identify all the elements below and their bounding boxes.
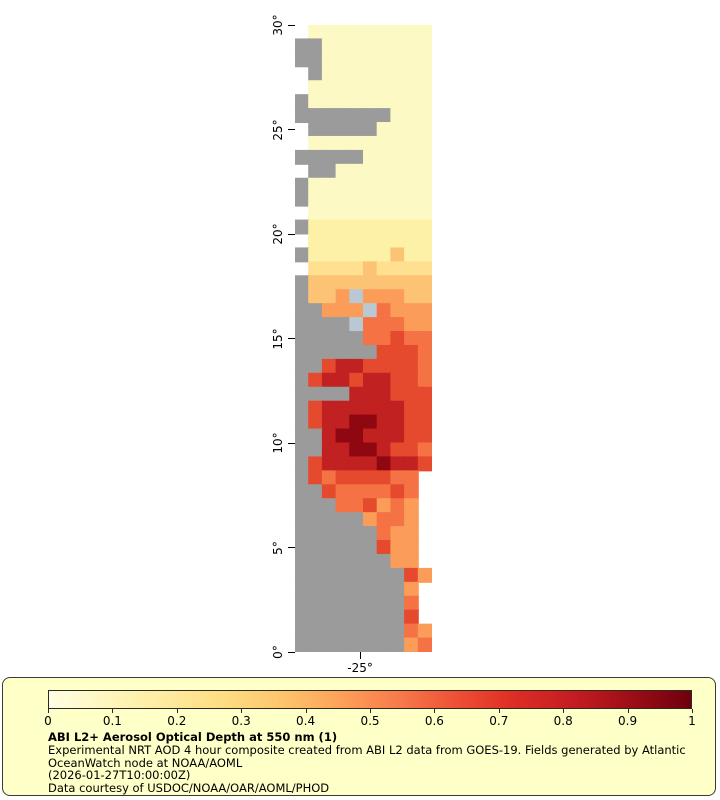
colorbar (48, 690, 692, 709)
caption-line-4: Data courtesy of USDOC/NOAA/OAR/AOML/PHO… (48, 780, 330, 795)
lat-tick-mark (288, 338, 295, 339)
caption: ABI L2+ Aerosol Optical Depth at 550 nm … (48, 731, 686, 794)
colorbar-tick-mark (627, 709, 629, 713)
colorbar-tick-label: 0 (44, 714, 52, 728)
lon-tick-mark (360, 652, 362, 659)
colorbar-tick-label: 0.7 (489, 714, 509, 728)
caption-line-1: Experimental NRT AOD 4 hour composite cr… (48, 743, 686, 757)
lat-tick-mark (288, 129, 295, 130)
colorbar-tick-label: 0.4 (296, 714, 316, 728)
lon-tick-label: -25° (347, 661, 373, 675)
colorbar-tick-mark (112, 709, 114, 713)
caption-line-3: (2026-01-27T10:00:00Z) (48, 768, 191, 783)
colorbar-tick-label: 0.5 (360, 714, 380, 728)
lat-tick-label: 0° (271, 645, 285, 659)
lat-tick-label: 25° (271, 118, 285, 141)
colorbar-tick-label: 1 (688, 714, 696, 728)
caption-title: ABI L2+ Aerosol Optical Depth at 550 nm … (48, 730, 338, 744)
lat-tick-mark (288, 651, 295, 653)
colorbar-tick-mark (434, 709, 436, 713)
caption-line-2: OceanWatch node at NOAA/AOML (48, 755, 243, 770)
colorbar-tick-mark (563, 709, 565, 713)
lat-tick-mark (288, 24, 295, 26)
lat-tick-label: 20° (271, 223, 285, 245)
colorbar-tick-mark (692, 709, 693, 713)
colorbar-tick-label: 0.1 (102, 714, 122, 728)
colorbar-tick-mark (48, 709, 49, 713)
colorbar-tick-mark (305, 709, 307, 713)
colorbar-tick-label: 0.3 (231, 714, 251, 728)
lat-tick-label: 5° (271, 540, 285, 555)
legend-panel: 0 0.1 0.2 0.3 0.4 0.5 0.6 0.7 0.8 0.9 1 ABI L2+ Ae… (2, 677, 716, 796)
colorbar-tick-mark (176, 709, 178, 713)
lat-tick-label: 30° (271, 14, 285, 36)
colorbar-tick-label: 0.9 (618, 714, 638, 728)
lat-tick-label: 10° (271, 432, 285, 454)
colorbar-tick-label: 0.2 (167, 714, 187, 728)
colorbar-tick-mark (498, 709, 500, 713)
lat-tick-mark (288, 233, 295, 235)
colorbar-tick-mark (370, 709, 371, 713)
colorbar-tick-mark (241, 709, 243, 713)
lat-tick-mark (288, 547, 295, 548)
lat-tick-label: 15° (271, 327, 285, 350)
lat-tick-mark (288, 442, 295, 444)
aod-map-canvas (295, 25, 432, 652)
colorbar-tick-label: 0.8 (553, 714, 573, 728)
colorbar-tick-label: 0.6 (424, 714, 444, 728)
